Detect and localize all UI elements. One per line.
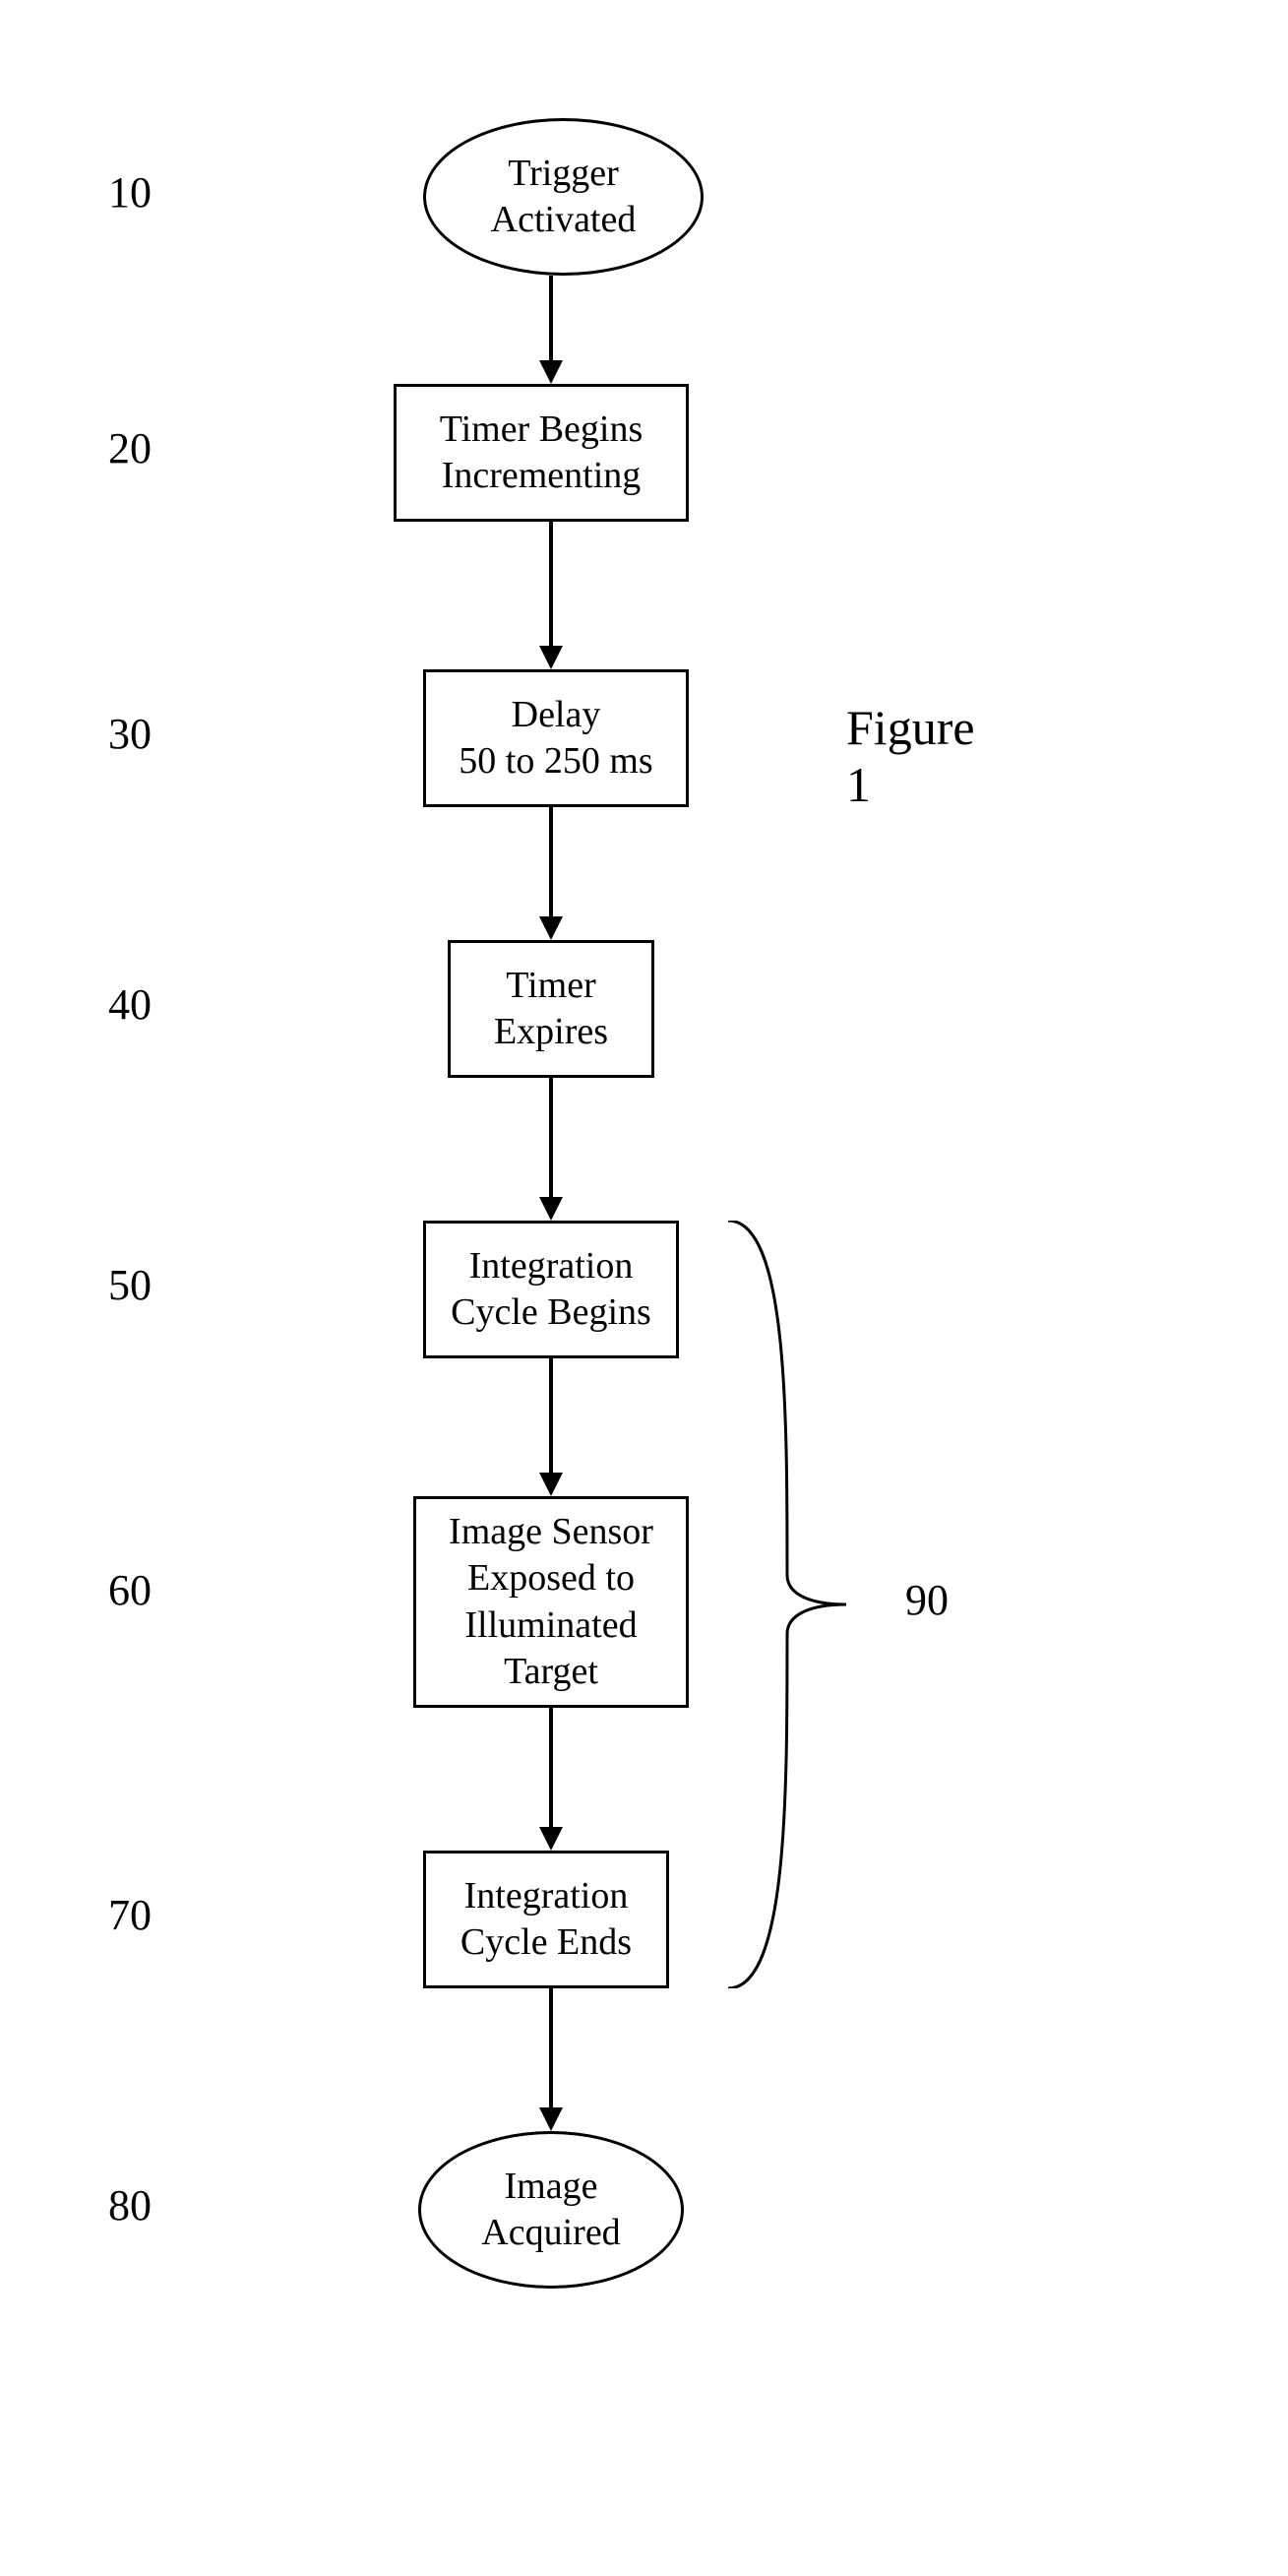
arrow-line: [549, 276, 553, 360]
node-label-30: 30: [108, 709, 152, 759]
node-text: Image Sensor Exposed to Illuminated Targ…: [449, 1509, 653, 1696]
node-label-50: 50: [108, 1260, 152, 1310]
arrow-head-icon: [539, 1473, 563, 1496]
arrow-head-icon: [539, 916, 563, 940]
flowchart-node-20: Timer Begins Incrementing: [394, 384, 689, 522]
node-text: Integration Cycle Ends: [460, 1873, 632, 1967]
flowchart-node-70: Integration Cycle Ends: [423, 1851, 669, 1988]
arrow-head-icon: [539, 360, 563, 384]
node-label-70: 70: [108, 1890, 152, 1940]
arrow-head-icon: [539, 1827, 563, 1851]
flowchart-node-80: Image Acquired: [418, 2131, 684, 2289]
node-text: Integration Cycle Begins: [451, 1243, 651, 1337]
node-label-60: 60: [108, 1565, 152, 1615]
node-label-20: 20: [108, 423, 152, 473]
flowchart-node-50: Integration Cycle Begins: [423, 1221, 679, 1358]
node-text: Image Acquired: [481, 2164, 620, 2257]
node-label-40: 40: [108, 979, 152, 1030]
flowchart-node-40: Timer Expires: [448, 940, 654, 1078]
arrow-line: [549, 1708, 553, 1827]
node-text: Timer Expires: [494, 963, 608, 1056]
arrow-head-icon: [539, 646, 563, 669]
arrow-line: [549, 1358, 553, 1473]
arrow-line: [549, 807, 553, 916]
arrow-line: [549, 1078, 553, 1197]
arrow-head-icon: [539, 1197, 563, 1221]
arrow-line: [549, 1988, 553, 2107]
figure-title: Figure 1: [846, 699, 975, 813]
flowchart-node-10: Trigger Activated: [423, 118, 704, 276]
node-text: Trigger Activated: [491, 151, 637, 244]
arrow-line: [549, 522, 553, 646]
arrow-head-icon: [539, 2107, 563, 2131]
node-label-10: 10: [108, 167, 152, 218]
node-label-80: 80: [108, 2180, 152, 2230]
flowchart-node-60: Image Sensor Exposed to Illuminated Targ…: [413, 1496, 689, 1708]
brace-label: 90: [905, 1575, 949, 1625]
node-text: Delay 50 to 250 ms: [459, 692, 652, 785]
brace-icon: [728, 1221, 886, 1988]
node-text: Timer Begins Incrementing: [440, 407, 644, 500]
flowchart-node-30: Delay 50 to 250 ms: [423, 669, 689, 807]
